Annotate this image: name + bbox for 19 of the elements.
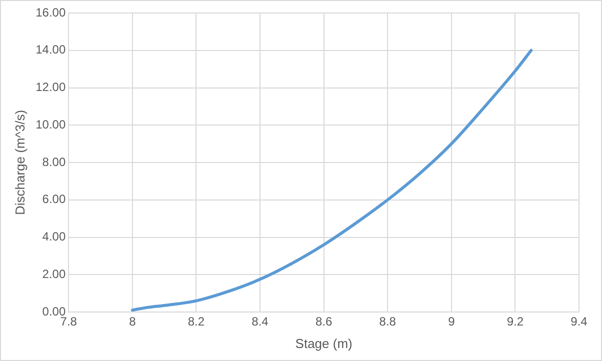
x-axis-title: Stage (m): [295, 336, 352, 351]
y-tick-label: 2.00: [42, 266, 66, 281]
y-tick-label: 10.00: [36, 117, 66, 132]
x-tick-label: 9.2: [506, 314, 524, 329]
y-tick-label: 14.00: [36, 42, 66, 57]
y-tick-label: 6.00: [42, 192, 66, 206]
x-tick-label: 8.2: [188, 314, 205, 329]
x-tick-label: 8.8: [379, 314, 396, 329]
x-tick-label: 9.4: [570, 314, 588, 329]
y-tick-label: 4.00: [42, 230, 66, 244]
line-series: [130, 48, 533, 312]
y-tick-label: 8.00: [42, 154, 66, 169]
y-tick-label: 12.00: [36, 80, 66, 94]
x-tick-label: 8: [129, 314, 136, 329]
x-tick-label: 8.4: [252, 314, 269, 329]
y-tick-label: 16.00: [36, 5, 66, 20]
x-tick-label: 8.6: [315, 314, 332, 329]
x-tick-label: 9: [448, 314, 456, 329]
y-axis-title: Discharge (m^3/s): [12, 110, 28, 216]
